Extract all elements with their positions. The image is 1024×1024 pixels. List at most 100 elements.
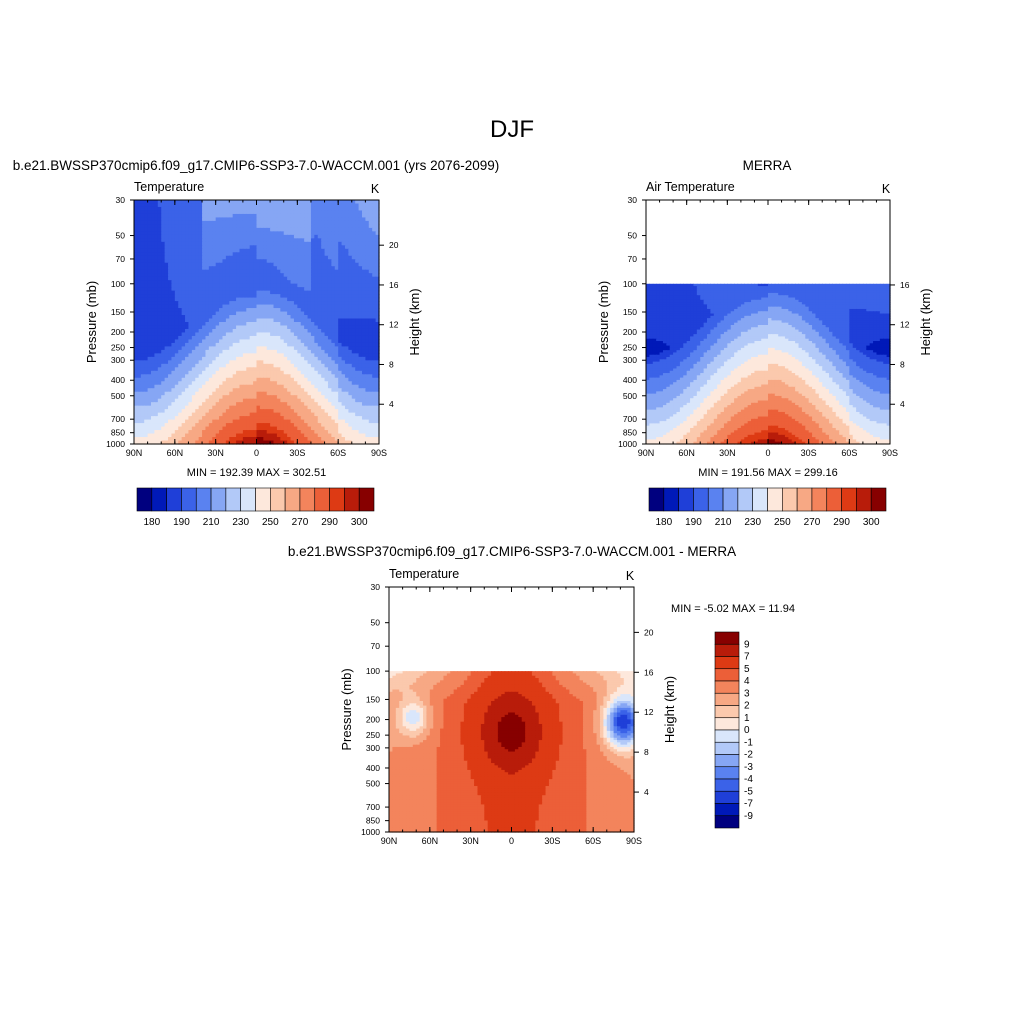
heatmap-cell [185,328,190,334]
heatmap-cell [327,339,332,344]
heatmap-cell [317,308,322,313]
heatmap-cell [178,318,183,323]
heatmap-cell [229,238,234,243]
heatmap-cell [263,370,268,375]
heatmap-cell [191,322,196,327]
heatmap-cell [307,409,312,414]
heatmap-cell [341,433,346,438]
heatmap-cell [348,206,353,212]
heatmap-cell [270,315,275,320]
heatmap-cell [236,388,241,393]
heatmap-cell [185,301,190,306]
heatmap-cell [178,437,183,442]
heatmap-cell [229,206,234,212]
heatmap-cell [164,217,169,222]
heatmap-cell [188,332,193,337]
heatmap-cell [307,200,312,205]
heatmap-cell [188,234,193,239]
heatmap-cell [314,252,319,257]
heatmap-cell [327,398,332,403]
heatmap-cell [140,220,145,225]
heatmap-cell [212,210,217,215]
heatmap-cell [242,374,247,379]
heatmap-cell [276,269,281,274]
heatmap-cell [174,276,179,281]
heatmap-cell [181,363,186,368]
heatmap-cell [212,430,217,435]
heatmap-cell [372,367,377,372]
heatmap-cell [185,356,190,361]
heatmap-cell [273,238,278,243]
heatmap-cell [229,423,234,428]
heatmap-cell [287,328,292,334]
heatmap-cell [314,203,319,208]
heatmap-cell [276,308,281,313]
heatmap-cell [178,356,183,361]
heatmap-cell [368,391,373,396]
heatmap-cell [324,402,329,407]
heatmap-cell [368,356,373,361]
heatmap-cell [293,231,298,236]
heatmap-cell [239,276,244,281]
heatmap-cell [256,283,261,288]
heatmap-cell [355,220,360,225]
heatmap-cell [375,266,380,271]
heatmap-cell [212,252,217,257]
heatmap-cell [140,231,145,236]
heatmap-cell [304,325,309,330]
heatmap-cell [300,294,305,299]
heatmap-cell [334,241,339,246]
heatmap-cell [168,241,173,246]
heatmap-cell [355,360,360,365]
heatmap-cell [259,349,264,354]
heatmap-cell [344,416,349,421]
heatmap-cell [300,290,305,295]
heatmap-cell [174,437,179,442]
heatmap-cell [314,238,319,243]
heatmap-cell [185,402,190,407]
heatmap-cell [205,370,210,375]
heatmap-cell [188,325,193,330]
heatmap-cell [205,217,210,222]
heatmap-cell [338,304,343,309]
heatmap-cell [256,290,261,295]
heatmap-cell [283,266,288,271]
heatmap-cell [300,395,305,400]
heatmap-cell [161,238,166,243]
heatmap-cell [375,294,380,299]
heatmap-cell [212,269,217,274]
heatmap-cell [259,416,264,421]
heatmap-cell [280,419,285,424]
heatmap-cell [287,259,292,264]
heatmap-cells [134,200,380,445]
heatmap-cell [219,200,224,205]
heatmap-cell [290,433,295,438]
heatmap-cell [208,381,213,386]
heatmap-cell [304,412,309,417]
heatmap-cell [202,200,207,205]
heatmap-cell [314,426,319,431]
heatmap-cell [236,349,241,354]
heatmap-cell [198,426,203,431]
heatmap-cell [178,283,183,288]
heatmap-cell [215,430,220,435]
heatmap-cell [236,259,241,264]
heatmap-cell [293,255,298,260]
heatmap-cell [361,276,366,281]
heatmap-cell [344,234,349,239]
heatmap-cell [202,367,207,372]
heatmap-cell [304,203,309,208]
heatmap-cell [280,437,285,442]
heatmap-cell [140,388,145,393]
heatmap-cell [154,252,159,257]
heatmap-cell [154,391,159,396]
heatmap-cell [317,388,322,393]
heatmap-cell [205,356,210,361]
heatmap-cell [310,290,315,295]
heatmap-cell [205,367,210,372]
heatmap-cell [358,335,363,341]
heatmap-cell [351,241,356,246]
heatmap-cell [358,234,363,239]
heatmap-cell [280,332,285,337]
heatmap-cell [341,356,346,361]
